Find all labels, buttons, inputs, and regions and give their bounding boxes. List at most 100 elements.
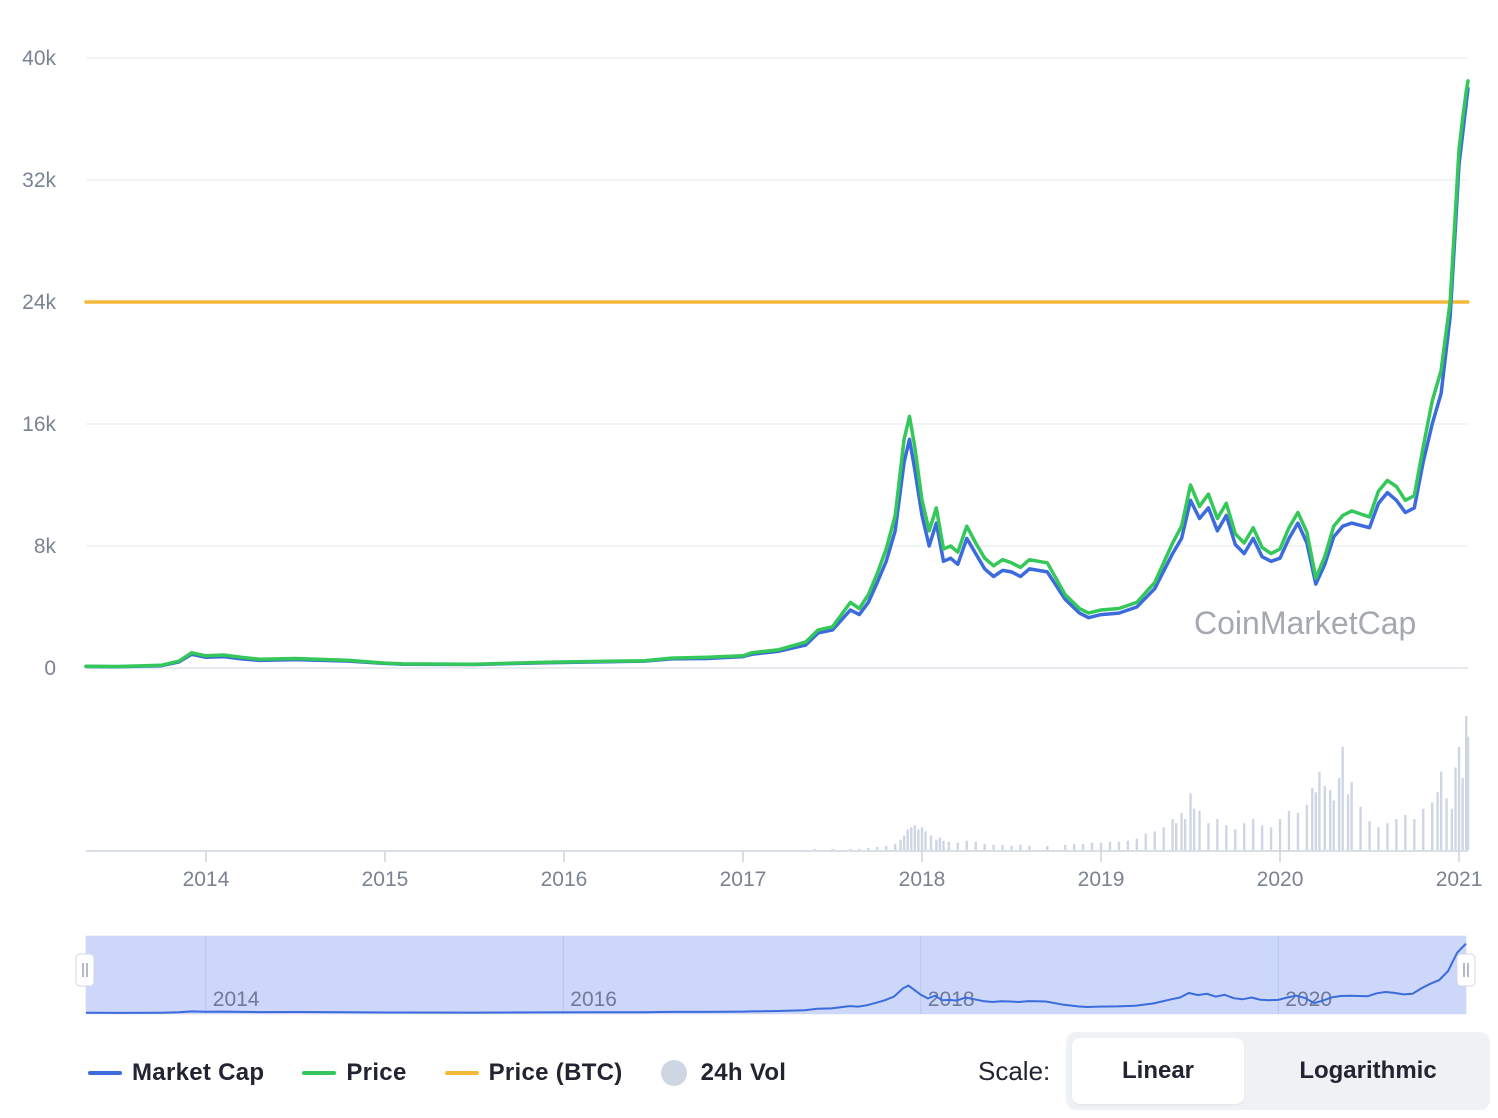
volume-bar [1189, 793, 1192, 850]
volume-bar [1162, 827, 1165, 850]
volume-bar [1341, 746, 1344, 850]
volume-bar [938, 837, 942, 850]
volume-bar [1328, 790, 1332, 850]
series-line-price[interactable] [84, 79, 1470, 669]
volume-bar [1346, 794, 1350, 850]
navigator-label: 2014 [213, 988, 260, 1011]
navigator-left-handle[interactable] [75, 953, 95, 987]
volume-bar [1192, 808, 1196, 850]
volume-bar [924, 831, 927, 850]
volume-bar [1001, 844, 1004, 850]
volume-bars [813, 716, 1470, 850]
x-tick-label: 2020 [1257, 868, 1304, 891]
y-tick-label: 40k [22, 47, 56, 70]
price-swatch [302, 1071, 337, 1075]
navigator-label: 2016 [570, 988, 617, 1011]
volume-bar [974, 841, 977, 850]
volume-bar [1337, 777, 1341, 850]
volume-bar [1081, 843, 1085, 850]
volume-bar [1436, 792, 1439, 850]
volume-bar [1386, 823, 1389, 850]
volume-bar [1296, 812, 1300, 850]
volume-bar [1225, 825, 1228, 850]
volume-bar [1454, 767, 1457, 850]
legend: Market Cap Price Price (BTC) 24h Vol [88, 1050, 824, 1096]
volume-bar [831, 848, 834, 850]
x-tick-label: 2018 [899, 868, 946, 891]
legend-item-24h-vol[interactable]: 24h Vol [660, 1059, 787, 1087]
volume-bar [1359, 806, 1362, 850]
navigator[interactable]: 2014 2016 2018 2020 [75, 935, 1476, 1015]
volume-bar [1332, 800, 1335, 850]
volume-bar [1439, 771, 1443, 850]
scale-logarithmic-button[interactable]: Logarithmic [1299, 1057, 1437, 1084]
legend-item-market-cap[interactable]: Market Cap [88, 1059, 264, 1087]
navigator-right-handle[interactable] [1456, 953, 1476, 987]
volume-bar [1117, 841, 1121, 850]
volume-bar [1314, 792, 1318, 850]
x-tick-label: 2015 [362, 868, 409, 891]
volume-bar [1430, 802, 1434, 850]
volume-bar [910, 827, 913, 850]
volume-bar [1144, 833, 1147, 850]
y-tick-label: 16k [22, 413, 56, 436]
volume-bar [1090, 842, 1094, 850]
market-cap-swatch [88, 1071, 122, 1075]
volume-bar [1323, 786, 1326, 850]
volume-bar [1350, 781, 1353, 850]
volume-bar [942, 840, 945, 850]
volume-bar [813, 848, 816, 850]
volume-bar [1457, 746, 1461, 850]
legend-item-price-btc[interactable]: Price (BTC) [444, 1059, 623, 1087]
volume-bar [1404, 814, 1407, 850]
legend-label: 24h Vol [700, 1059, 787, 1086]
volume-bar [1171, 819, 1174, 850]
x-tick-label: 2021 [1436, 868, 1483, 891]
volume-bar [929, 835, 933, 850]
navigator-selection[interactable] [86, 936, 1466, 1014]
volume-bar [899, 839, 902, 850]
volume-bar [1269, 827, 1273, 850]
volume-bar [858, 848, 861, 850]
volume-bar [983, 843, 986, 850]
price-btc-swatch [444, 1071, 479, 1075]
volume-bar [913, 825, 917, 850]
volume-bar [849, 848, 852, 850]
x-tick-label: 2016 [541, 868, 588, 891]
volume-bar [1064, 844, 1067, 850]
volume-bar [893, 843, 897, 850]
legend-label: Price [346, 1059, 407, 1086]
series-line-market-cap[interactable] [84, 86, 1470, 669]
volume-bar [867, 847, 870, 850]
volume-bar [1395, 819, 1398, 850]
legend-item-price[interactable]: Price [302, 1059, 406, 1087]
volume-bar [1099, 842, 1103, 850]
navigator-series-line [85, 942, 1467, 1014]
volume-bar [1175, 823, 1178, 850]
scale-linear-button[interactable]: Linear [1072, 1038, 1244, 1104]
x-tick-label: 2017 [720, 868, 767, 891]
volume-bar [1108, 841, 1112, 850]
volume-bar [1207, 823, 1210, 850]
volume-bar [1278, 819, 1282, 850]
legend-label: Price (BTC) [488, 1059, 623, 1086]
volume-bar [1019, 844, 1022, 850]
volume-bar [1046, 845, 1049, 850]
volume-bar [1377, 827, 1380, 850]
volume-bar [920, 827, 924, 850]
volume-bar [1422, 808, 1425, 850]
volume-bar [1465, 716, 1468, 850]
volume-bar [1461, 777, 1464, 850]
volume-bar [1153, 831, 1156, 850]
volume-bar [1183, 819, 1187, 850]
volume-bar [992, 844, 995, 850]
volume-bar [1287, 810, 1291, 850]
volume-bar [1126, 840, 1130, 850]
volume-bar [1413, 819, 1416, 850]
x-tick-label: 2019 [1078, 868, 1125, 891]
series-lines[interactable] [84, 79, 1470, 669]
volume-bar [917, 829, 920, 850]
navigator-content: 2014 2016 2018 2020 [85, 936, 1467, 1014]
volume-bar [1368, 821, 1371, 850]
x-tick-label: 2014 [183, 868, 230, 891]
